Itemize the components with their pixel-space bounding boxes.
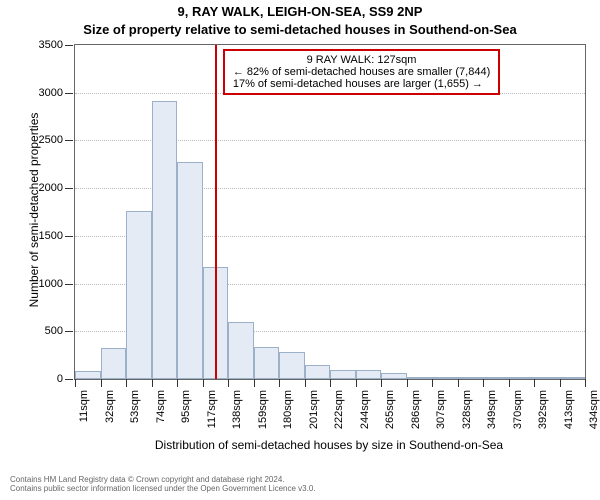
x-tick [228,379,229,387]
y-tick [65,284,73,285]
y-tick [65,93,73,94]
annotation-line2: ← 82% of semi-detached houses are smalle… [233,66,490,78]
x-tick-label: 11sqm [78,390,90,430]
annotation-box: 9 RAY WALK: 127sqm← 82% of semi-detached… [223,49,500,95]
x-tick [407,379,408,387]
x-tick-label: 138sqm [231,390,243,430]
x-tick-label: 117sqm [206,390,218,430]
footer-line2: Contains public sector information licen… [10,484,316,494]
y-tick [65,140,73,141]
x-tick [509,379,510,387]
x-tick [432,379,433,387]
x-tick [203,379,204,387]
x-tick [534,379,535,387]
chart-title-line2: Size of property relative to semi-detach… [0,22,600,37]
x-tick-label: 370sqm [512,390,524,430]
histogram-bar [509,377,535,379]
x-tick-label: 180sqm [282,390,294,430]
y-tick [65,379,73,380]
histogram-bar [407,377,433,379]
x-tick [560,379,561,387]
histogram-bar [356,370,382,379]
x-axis-label: Distribution of semi-detached houses by … [74,438,584,452]
x-tick-label: 286sqm [410,390,422,430]
histogram-bar [254,347,280,379]
histogram-bar [330,370,356,379]
plot-area: 05001000150020002500300035009 RAY WALK: … [74,44,586,380]
x-tick-label: 413sqm [563,390,575,430]
x-tick [330,379,331,387]
histogram-bar [75,371,101,379]
histogram-bar [458,377,484,379]
y-tick-label: 3000 [39,87,63,99]
x-tick-label: 434sqm [588,390,600,430]
histogram-bar [534,377,560,379]
y-tick-label: 2000 [39,182,63,194]
histogram-bar [560,377,586,379]
x-tick [126,379,127,387]
x-tick-label: 53sqm [129,390,141,430]
y-tick [65,236,73,237]
x-tick-label: 265sqm [384,390,396,430]
x-tick [585,379,586,387]
x-tick-label: 328sqm [461,390,473,430]
histogram-bar [381,373,407,379]
x-tick [279,379,280,387]
x-tick-label: 201sqm [308,390,320,430]
reference-line [215,45,217,379]
y-tick [65,188,73,189]
chart-title-line1: 9, RAY WALK, LEIGH-ON-SEA, SS9 2NP [0,4,600,19]
annotation-line1: 9 RAY WALK: 127sqm [233,54,490,66]
x-tick [305,379,306,387]
y-tick [65,331,73,332]
x-tick [152,379,153,387]
x-tick [381,379,382,387]
histogram-bar [305,365,331,379]
x-tick [254,379,255,387]
histogram-bar [101,348,127,379]
x-tick-label: 32sqm [104,390,116,430]
x-tick-label: 95sqm [180,390,192,430]
y-tick-label: 2500 [39,134,63,146]
histogram-bar [126,211,152,379]
y-tick-label: 3500 [39,39,63,51]
x-tick-label: 222sqm [333,390,345,430]
histogram-bar [152,101,178,379]
histogram-bar [432,377,458,379]
y-tick [65,45,73,46]
y-tick-label: 1500 [39,230,63,242]
y-tick-label: 500 [45,325,63,337]
x-tick-label: 74sqm [155,390,167,430]
histogram-bar [483,377,509,379]
footer-attribution: Contains HM Land Registry data © Crown c… [10,475,316,494]
x-tick-label: 244sqm [359,390,371,430]
x-tick-label: 392sqm [537,390,549,430]
footer-line1: Contains HM Land Registry data © Crown c… [10,475,316,485]
y-axis-label: Number of semi-detached properties [27,80,41,340]
histogram-bar [279,352,305,379]
x-tick-label: 307sqm [435,390,447,430]
x-tick-label: 349sqm [486,390,498,430]
x-tick [483,379,484,387]
x-tick [356,379,357,387]
x-tick [458,379,459,387]
histogram-bar [177,162,203,379]
y-tick-label: 0 [57,373,63,385]
x-tick [177,379,178,387]
y-tick-label: 1000 [39,278,63,290]
x-tick [101,379,102,387]
annotation-line3: 17% of semi-detached houses are larger (… [233,78,490,90]
x-tick [75,379,76,387]
histogram-bar [228,322,254,379]
x-tick-label: 159sqm [257,390,269,430]
